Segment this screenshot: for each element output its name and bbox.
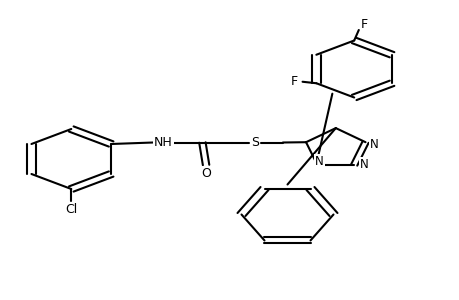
Text: Cl: Cl bbox=[65, 203, 77, 216]
Text: N: N bbox=[369, 138, 378, 151]
Text: N: N bbox=[359, 158, 368, 171]
Text: S: S bbox=[251, 136, 259, 149]
Text: NH: NH bbox=[154, 136, 172, 149]
Text: O: O bbox=[201, 167, 211, 180]
Text: F: F bbox=[360, 17, 367, 31]
Text: N: N bbox=[315, 154, 324, 168]
Text: F: F bbox=[290, 75, 297, 88]
